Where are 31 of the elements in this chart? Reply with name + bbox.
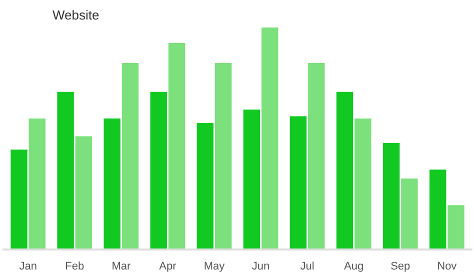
bar xyxy=(168,43,186,250)
bar xyxy=(122,63,139,250)
bar xyxy=(354,118,372,250)
bar xyxy=(448,205,464,250)
bar xyxy=(290,116,307,250)
x-tick-label: Jan xyxy=(19,260,37,272)
bar xyxy=(401,178,418,250)
bar xyxy=(243,110,260,250)
bar xyxy=(308,63,325,250)
bar xyxy=(28,118,46,250)
bar xyxy=(214,63,232,250)
x-tick-label: Nov xyxy=(437,260,458,272)
bar xyxy=(196,122,214,250)
bar xyxy=(382,142,400,250)
x-tick-label: Aug xyxy=(344,260,364,272)
chart-title: Website xyxy=(52,8,100,22)
bar xyxy=(261,28,278,250)
bar xyxy=(429,170,446,250)
x-tick-label: Sep xyxy=(390,260,410,272)
x-tick-label: May xyxy=(204,260,226,272)
x-tick-label: Apr xyxy=(159,260,177,272)
x-tick-label: Feb xyxy=(65,260,84,272)
x-tick-label: Mar xyxy=(112,260,131,272)
x-tick-label: Jun xyxy=(252,260,270,272)
x-tick-label: Jul xyxy=(300,260,314,272)
bar xyxy=(150,92,167,250)
bar xyxy=(10,150,28,250)
bar xyxy=(104,118,120,250)
bar xyxy=(75,136,92,250)
bar xyxy=(57,92,74,250)
bar xyxy=(336,92,354,250)
